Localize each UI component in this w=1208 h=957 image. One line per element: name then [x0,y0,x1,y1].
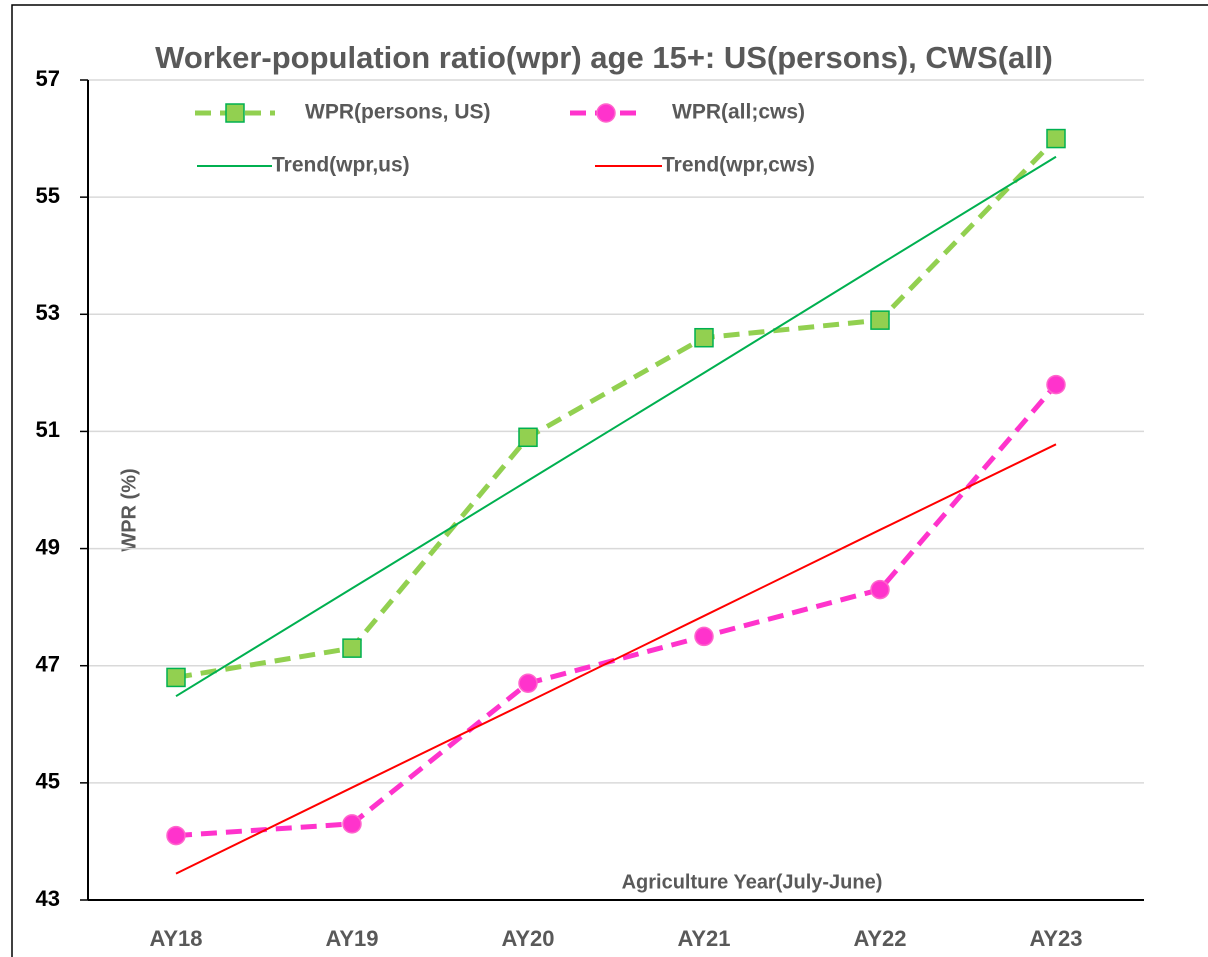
legend-label: WPR(all;cws) [672,101,805,124]
marker [694,327,714,348]
marker [342,638,362,658]
x-tick-label: AY22 [853,926,906,951]
legend-marker [596,103,616,123]
y-tick-label: 57 [36,66,60,91]
y-axis-label: WPR (%) [118,468,140,551]
x-tick-label: AY23 [1029,926,1082,951]
marker [694,626,714,647]
marker [518,427,538,448]
marker [166,825,186,846]
x-tick-label: AY19 [325,926,378,951]
legend-label: WPR(persons, US) [305,101,491,124]
y-tick-label: 47 [36,652,60,677]
y-tick-label: 43 [36,886,60,911]
legend-label: Trend(wpr,us) [272,154,410,177]
chart-border [11,4,1208,957]
y-tick-label: 55 [36,183,60,208]
marker [1046,374,1066,395]
marker [870,310,890,330]
x-tick-label: AY20 [501,926,554,951]
chart-title: Worker-population ratio(wpr) age 15+: US… [155,40,1053,75]
x-axis-label: Agriculture Year(July-June) [622,871,883,893]
y-tick-label: 49 [36,534,60,559]
y-tick-label: 51 [36,417,60,442]
data-line [175,136,1058,680]
x-tick-label: AY18 [149,926,202,951]
y-tick-label: 45 [36,769,60,794]
trend-line [175,443,1057,875]
marker [1046,128,1066,149]
marker [518,673,538,694]
legend-label: Trend(wpr,cws) [662,154,815,177]
y-tick-label: 53 [36,300,60,325]
legend-marker [225,103,245,123]
x-tick-label: AY21 [677,926,730,951]
data-line [175,382,1058,839]
marker [166,667,186,688]
trend-line [175,155,1057,698]
marker [870,579,890,600]
marker [342,814,362,834]
